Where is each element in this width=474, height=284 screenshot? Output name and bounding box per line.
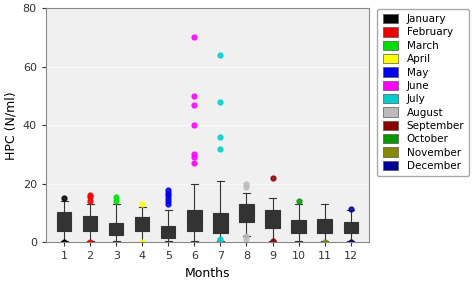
PathPatch shape — [83, 216, 97, 231]
PathPatch shape — [239, 204, 254, 222]
PathPatch shape — [292, 220, 306, 233]
PathPatch shape — [135, 217, 149, 231]
PathPatch shape — [318, 219, 332, 233]
PathPatch shape — [265, 210, 280, 227]
PathPatch shape — [344, 222, 358, 233]
PathPatch shape — [109, 223, 123, 235]
Y-axis label: HPC (N/ml): HPC (N/ml) — [4, 91, 17, 160]
X-axis label: Months: Months — [185, 267, 230, 280]
PathPatch shape — [213, 213, 228, 233]
Legend: January, February, March, April, May, June, July, August, September, October, No: January, February, March, April, May, Ju… — [377, 9, 469, 176]
PathPatch shape — [161, 226, 175, 238]
PathPatch shape — [57, 212, 71, 231]
PathPatch shape — [187, 210, 201, 231]
